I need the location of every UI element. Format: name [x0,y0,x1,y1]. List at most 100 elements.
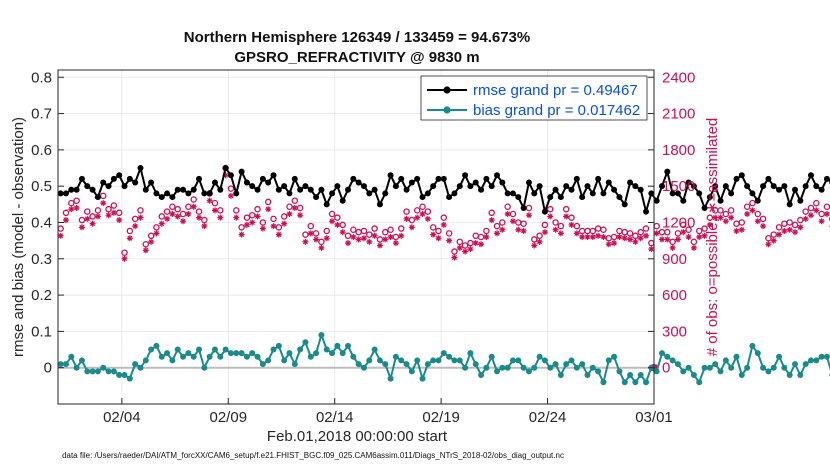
obs-assimilated-point [488,217,495,224]
asterisk-stroke [744,211,750,217]
series-point-rmse [531,190,538,197]
y-axis-label: rmse and bias (model - observation) [10,117,27,357]
series-point-bias [701,364,708,371]
obs-possible-point [153,224,160,231]
series-point-rmse [132,179,139,186]
obs-assimilated-point [589,234,596,240]
series-point-rmse [483,175,490,182]
obs-assimilated-point [366,238,373,245]
x-tick-label: 02/24 [529,409,567,426]
series-point-bias [414,357,421,364]
obs-assimilated-point [653,230,660,237]
series-point-bias [786,371,793,378]
obs-possible-point [546,205,554,213]
obs-possible-point [552,219,559,226]
asterisk-stroke [483,234,489,240]
obs-assimilated-point [387,234,394,240]
obs-possible-point [318,238,325,246]
asterisk-stroke [680,229,686,235]
obs-assimilated-point [148,238,155,245]
series-point-rmse [494,172,501,179]
obs-possible-point [360,227,368,235]
series-point-rmse [318,186,325,193]
asterisk-stroke [473,240,479,246]
obs-possible-point [664,228,671,236]
obs-possible-point [781,220,788,227]
obs-assimilated-point [797,224,804,231]
line-series [57,164,830,386]
series-point-bias [467,350,474,357]
obs-possible-point [802,208,809,215]
series-point-bias [456,357,463,364]
series-point-bias [653,368,660,375]
obs-assimilated-point [701,232,708,239]
series-point-bias [196,346,203,353]
series-point-bias [807,357,814,364]
series-point-rmse [100,179,107,186]
series-point-rmse [105,183,112,190]
obs-assimilated-point [818,218,825,225]
asterisk-stroke [702,233,708,239]
series-point-bias [217,353,224,360]
series-point-bias [142,357,149,364]
obs-possible-point [291,197,299,204]
obs-possible-point [589,227,597,235]
series-point-rmse [488,183,495,190]
obs-assimilated-point [62,217,69,224]
y2-tick-label: 1200 [662,214,695,231]
series-point-bias [227,350,234,357]
asterisk-stroke [153,230,159,236]
series-point-bias [605,357,612,364]
obs-assimilated-point [680,229,687,236]
series-point-bias [297,346,304,353]
series-point-rmse [600,190,607,197]
obs-possible-point [765,234,772,242]
series-point-rmse [227,172,234,179]
obs-assimilated-point [94,213,101,220]
asterisk-stroke [79,224,85,230]
obs-assimilated-point [408,224,415,231]
series-point-bias [674,361,681,368]
series-point-bias [270,346,277,353]
series-point-rmse [515,194,522,201]
obs-possible-point [429,224,437,231]
series-point-bias [494,368,501,375]
asterisk-stroke [510,218,516,224]
series-point-rmse [185,190,192,197]
series-point-bias [616,368,623,375]
obs-assimilated-point [749,207,756,214]
asterisk-stroke [537,239,543,245]
asterisk-stroke [212,207,218,213]
obs-assimilated-point [738,226,745,233]
obs-assimilated-point [462,248,469,255]
asterisk-stroke [58,233,64,239]
series-point-rmse [781,183,788,190]
asterisk-stroke [116,217,122,223]
series-point-bias [430,357,437,364]
obs-assimilated-point [786,226,793,233]
series-point-rmse [419,194,426,201]
y2-tick-label: 900 [662,251,687,268]
obs-possible-point [669,238,676,246]
asterisk-stroke [521,228,527,234]
obs-possible-point [754,210,762,218]
series-point-rmse [275,186,282,193]
legend: rmse grand pr = 0.49467 bias grand pr = … [420,75,648,121]
series-point-rmse [786,201,793,208]
obs-possible-point [562,205,570,213]
asterisk-stroke [824,211,830,217]
series-point-rmse [525,179,532,186]
obs-assimilated-point [499,226,506,233]
series-point-rmse [520,204,527,211]
obs-possible-point [504,203,511,210]
obs-assimilated-point [605,241,612,248]
obs-possible-point [344,232,352,240]
asterisk-stroke [409,224,415,230]
obs-assimilated-point [398,232,405,239]
obs-possible-point [797,216,804,224]
series-point-rmse [472,179,479,186]
series-point-rmse [116,172,123,179]
series-point-bias [265,357,272,364]
obs-assimilated-point [227,192,234,199]
obs-assimilated-point [286,211,293,218]
